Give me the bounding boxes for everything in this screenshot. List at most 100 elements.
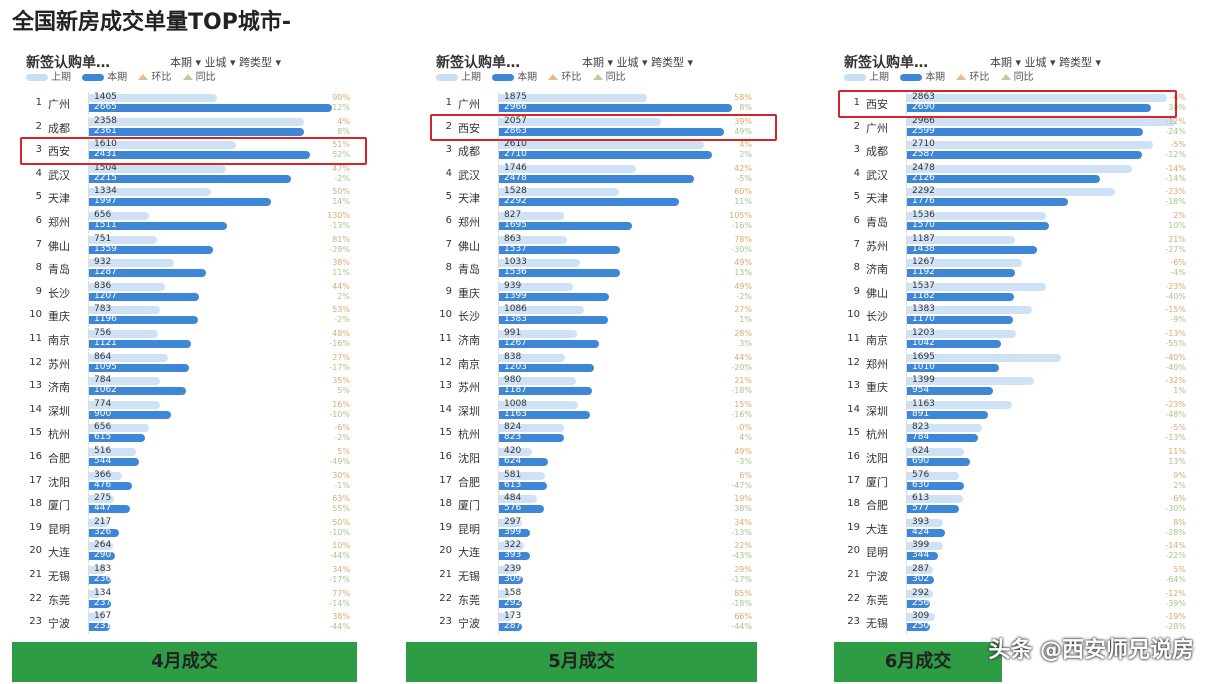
legend-mom[interactable]: 环比 [138, 68, 171, 83]
bar-row[interactable]: 18 合肥 613 577 -6% -30% [830, 493, 1198, 517]
bar-row[interactable]: 4 武汉 1746 2478 42% -5% [422, 162, 757, 186]
bar-row[interactable]: 23 宁波 173 287 66% -44% [422, 611, 757, 635]
legend-yoy[interactable]: 同比 [1000, 68, 1034, 83]
bar-row[interactable]: 10 长沙 1086 1383 27% 1% [422, 304, 757, 328]
bar-row[interactable]: 8 青岛 1033 1536 49% 13% [422, 257, 757, 281]
legend-yoy[interactable]: 同比 [592, 68, 626, 83]
bar-row[interactable]: 14 深圳 1008 1163 15% -16% [422, 398, 757, 422]
bar-row[interactable]: 19 昆明 297 399 34% -13% [422, 516, 757, 540]
legend-mom[interactable]: 环比 [548, 68, 581, 83]
bar-row[interactable]: 11 济南 991 1267 28% 3% [422, 328, 757, 351]
bar-row[interactable]: 16 合肥 516 544 5% -49% [12, 446, 357, 469]
bar-row[interactable]: 17 合肥 581 613 6% -47% [422, 469, 757, 493]
bar-row[interactable]: 1 广州 1405 2665 90% 12% [12, 92, 357, 115]
bar-row[interactable]: 11 南京 1203 1042 -13% -55% [830, 328, 1198, 351]
bar-row[interactable]: 7 佛山 863 1537 78% -30% [422, 233, 757, 257]
filter-bar[interactable]: 本期 ▾ 业城 ▾ 跨类型 ▾ [990, 56, 1102, 69]
city-label: 成都 [48, 121, 70, 135]
legend-label-mom: 环比 [969, 72, 990, 83]
bar-row[interactable]: 15 杭州 824 823 -0% 4% [422, 422, 757, 446]
bar-row[interactable]: 21 无锡 183 236 34% -17% [12, 564, 357, 587]
bar-row[interactable]: 12 苏州 864 1095 27% -17% [12, 351, 357, 375]
bar-row[interactable]: 15 杭州 823 784 -5% -13% [830, 422, 1198, 446]
bar-row[interactable]: 6 郑州 827 1695 105% -16% [422, 210, 757, 233]
filter-bar[interactable]: 本期 ▾ 业城 ▾ 跨类型 ▾ [582, 56, 694, 69]
bar-row[interactable]: 23 宁波 167 231 38% -44% [12, 611, 357, 635]
legend-prev[interactable]: 上期 [436, 68, 481, 83]
bar-row[interactable]: 14 深圳 774 900 16% -10% [12, 398, 357, 422]
bar-row[interactable]: 22 东莞 134 237 77% -14% [12, 587, 357, 611]
bar-row[interactable]: 7 佛山 751 1359 81% -29% [12, 233, 357, 257]
bar-row[interactable]: 8 青岛 932 1287 38% 11% [12, 257, 357, 281]
bar-row[interactable]: 11 南京 756 1121 48% -16% [12, 328, 357, 351]
value-label-cur: 2665 [94, 102, 117, 112]
bar-row[interactable]: 13 苏州 980 1187 21% -18% [422, 375, 757, 399]
bar-cur [907, 363, 999, 372]
bar-prev [499, 259, 581, 268]
bar-row[interactable]: 12 郑州 1695 1010 -40% -40% [830, 351, 1198, 375]
rank-label: 12 [847, 356, 860, 368]
bar-row[interactable]: 5 天津 2292 1776 -23% -18% [830, 186, 1198, 210]
axis-line [498, 422, 499, 446]
bar-row[interactable]: 20 大连 322 393 22% -43% [422, 540, 757, 564]
bar-row[interactable]: 17 沈阳 366 476 30% -1% [12, 469, 357, 493]
bar-row[interactable]: 1 西安 2863 2690 -6% 30% [830, 92, 1198, 115]
bar-row[interactable]: 17 厦门 576 630 9% 2% [830, 469, 1198, 493]
bar-row[interactable]: 12 南京 838 1203 44% -20% [422, 351, 757, 375]
legend-cur[interactable]: 本期 [900, 68, 945, 83]
bar-row[interactable]: 9 重庆 939 1399 49% -2% [422, 280, 757, 304]
bar-row[interactable]: 18 厦门 484 576 19% 38% [422, 493, 757, 517]
bar-row[interactable]: 16 沈阳 624 690 11% 13% [830, 446, 1198, 469]
bar-row[interactable]: 21 无锡 239 309 29% -17% [422, 564, 757, 587]
legend-cur[interactable]: 本期 [82, 68, 127, 83]
legend-prev[interactable]: 上期 [844, 68, 889, 83]
bar-row[interactable]: 10 长沙 1383 1170 -15% -9% [830, 304, 1198, 328]
bar-row[interactable]: 18 厦门 275 447 63% 55% [12, 493, 357, 517]
legend-mom[interactable]: 环比 [956, 68, 989, 83]
bar-row[interactable]: 9 长沙 836 1207 44% 2% [12, 280, 357, 304]
bar-row[interactable]: 2 广州 2966 2599 -12% -24% [830, 115, 1198, 139]
bar-row[interactable]: 6 青岛 1536 1570 2% 10% [830, 210, 1198, 233]
bar-row[interactable]: 4 武汉 2478 2126 -14% -14% [830, 162, 1198, 186]
bar-row[interactable]: 10 重庆 783 1196 53% -2% [12, 304, 357, 328]
bar-row[interactable]: 9 佛山 1537 1182 -23% -40% [830, 280, 1198, 304]
bar-row[interactable]: 7 苏州 1187 1438 21% -27% [830, 233, 1198, 257]
yoy-label: 11% [332, 268, 350, 278]
legend-yoy[interactable]: 同比 [182, 68, 216, 83]
bar-row[interactable]: 13 重庆 1399 954 -32% 1% [830, 375, 1198, 399]
bar-row[interactable]: 1 广州 1875 2966 58% 8% [422, 92, 757, 115]
bar-row[interactable]: 14 深圳 1163 891 -23% -48% [830, 398, 1198, 422]
bar-row[interactable]: 3 成都 2710 2587 -5% -12% [830, 139, 1198, 163]
bar-row[interactable]: 20 昆明 399 344 -14% -22% [830, 540, 1198, 564]
bar-row[interactable]: 15 杭州 656 615 -6% -2% [12, 422, 357, 446]
bar-row[interactable]: 19 大连 393 424 8% -28% [830, 516, 1198, 540]
bar-row[interactable]: 19 昆明 217 326 50% -10% [12, 516, 357, 540]
bar-row[interactable]: 13 济南 784 1062 35% 5% [12, 375, 357, 399]
mom-label: 130% [327, 211, 350, 220]
axis-line [88, 351, 89, 375]
bar-row[interactable]: 20 大连 264 290 10% -44% [12, 540, 357, 564]
bar-row[interactable]: 16 沈阳 420 624 49% -3% [422, 446, 757, 469]
bar-row[interactable]: 5 天津 1528 2292 60% 11% [422, 186, 757, 210]
yoy-label: 14% [332, 197, 350, 207]
value-label-prev: 399 [912, 540, 930, 551]
bar-row[interactable]: 3 成都 2610 2710 4% 2% [422, 139, 757, 163]
legend-prev[interactable]: 上期 [26, 68, 71, 83]
bar-row[interactable]: 23 无锡 309 250 -19% -28% [830, 611, 1198, 635]
value-label-prev: 2710 [912, 139, 935, 150]
bar-row[interactable]: 22 东莞 292 256 -12% -39% [830, 587, 1198, 611]
bar-row[interactable]: 3 西安 1610 2431 51% 52% [12, 139, 357, 163]
axis-line [906, 328, 907, 351]
bar-row[interactable]: 8 济南 1267 1192 -6% -4% [830, 257, 1198, 281]
bar-row[interactable]: 2 成都 2358 2361 4% 8% [12, 115, 357, 139]
rank-label: 1 [35, 97, 42, 108]
bar-row[interactable]: 21 宁波 287 302 5% -64% [830, 564, 1198, 587]
bar-row[interactable]: 5 天津 1334 1997 50% 14% [12, 186, 357, 210]
legend-cur[interactable]: 本期 [492, 68, 537, 83]
filter-bar[interactable]: 本期 ▾ 业城 ▾ 跨类型 ▾ [170, 56, 282, 69]
bar-prev [499, 306, 585, 315]
bar-row[interactable]: 4 武汉 1504 2215 47% -2% [12, 162, 357, 186]
bar-row[interactable]: 2 西安 2057 2863 39% 49% [422, 115, 757, 139]
bar-row[interactable]: 6 郑州 656 1511 130% -13% [12, 210, 357, 233]
bar-row[interactable]: 22 东莞 158 292 85% -18% [422, 587, 757, 611]
